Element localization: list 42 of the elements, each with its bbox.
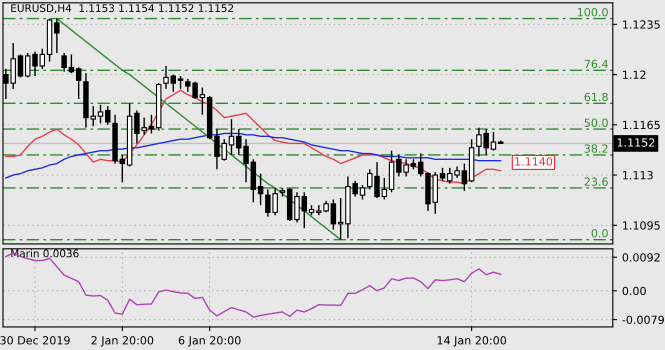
y-tick-label: 1.1095 — [623, 221, 660, 230]
text: 1.1140 — [515, 157, 552, 166]
candlestick — [32, 50, 38, 77]
x-tick-label: 30 Dec 2019 — [0, 336, 70, 345]
candlestick — [163, 65, 169, 90]
candlestick — [302, 192, 307, 229]
y-tick-label: -0.0079 — [622, 316, 664, 324]
candlestick — [258, 172, 264, 206]
y-tick-label: 0.0092 — [622, 253, 660, 262]
line-series — [5, 132, 502, 179]
candlestick — [24, 52, 30, 78]
ref-line-label: 1.1152 — [618, 138, 654, 147]
candlestick — [265, 188, 271, 218]
candlestick — [170, 74, 176, 92]
line-series — [5, 90, 502, 184]
x-tick-label: 2 Jan 20:00 — [92, 336, 154, 347]
candlestick — [90, 105, 96, 127]
annotation: 100.0 — [578, 8, 608, 16]
candlestick — [76, 66, 82, 100]
y-tick-label: 1.1165 — [623, 120, 660, 130]
chart-title: EURUSD,H4 1.1153 1.1154 1.1152 1.1152 — [11, 4, 234, 14]
candlestick — [185, 78, 191, 92]
candlestick — [476, 126, 482, 158]
x-tick-label: 14 Jan 20:00 — [438, 336, 506, 347]
y-tick-label: 1.1235 — [623, 20, 660, 29]
annotation: 38.2 — [584, 144, 608, 153]
candlestick — [105, 105, 111, 126]
candlestick — [178, 75, 184, 90]
candlestick — [236, 128, 242, 156]
annotation: 23.6 — [584, 177, 608, 186]
annotation: 61.8 — [584, 92, 608, 102]
y-tick-label: 1.12 — [623, 70, 646, 79]
y-tick-label: 1.113 — [623, 171, 653, 180]
candlestick — [98, 104, 104, 124]
candlestick — [40, 48, 46, 70]
annotation: 50.0 — [584, 118, 608, 127]
y-tick-label: 0.00 — [622, 286, 646, 296]
candlestick — [367, 168, 372, 190]
annotation: 76.4 — [584, 60, 608, 68]
annotation: 0.0 — [592, 229, 608, 238]
x-tick-label: 6 Jan 20:00 — [178, 336, 241, 347]
candlestick — [272, 187, 278, 216]
